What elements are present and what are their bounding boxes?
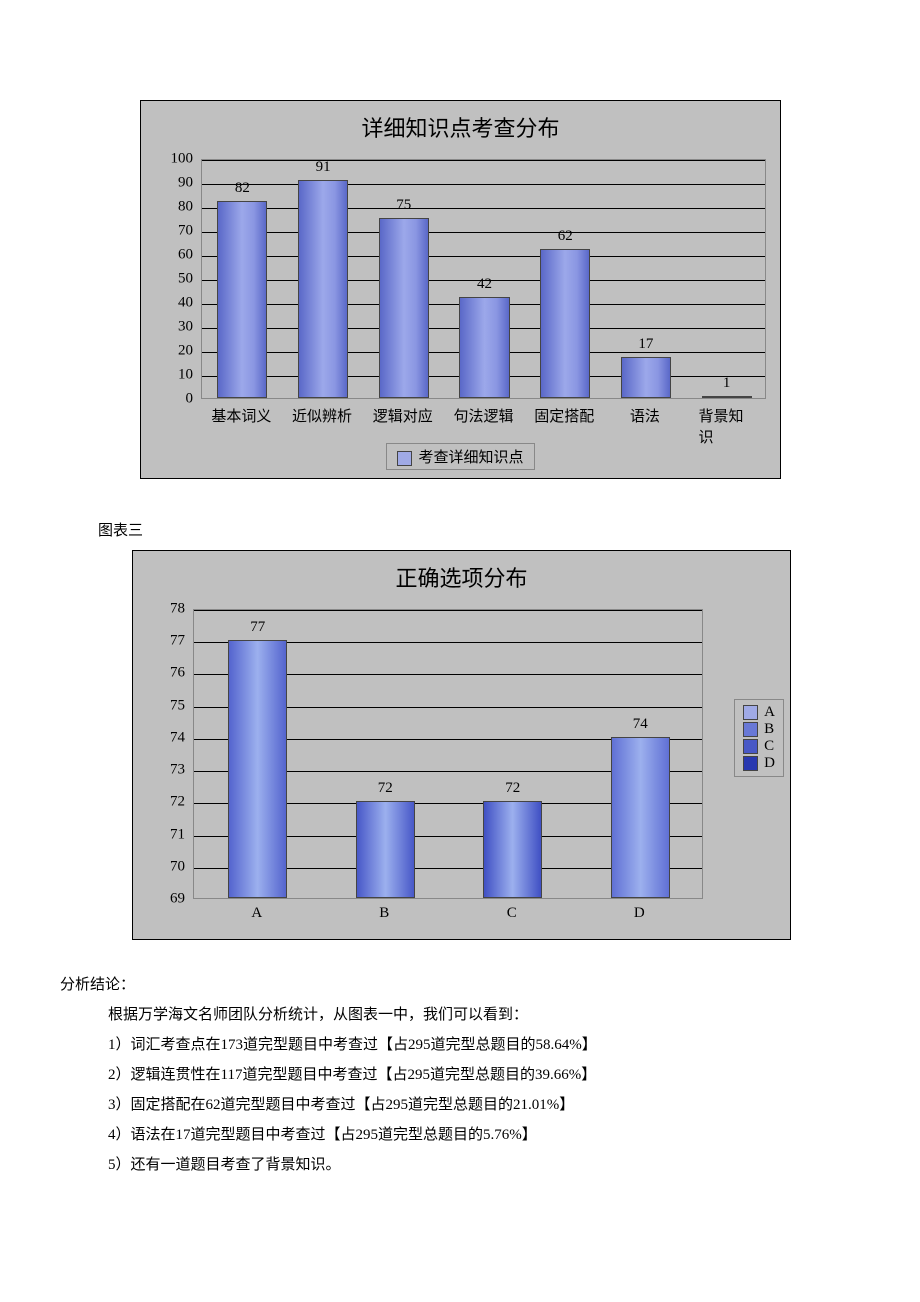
bar-value-label: 72 [505,780,520,797]
bar-value-label: 72 [378,780,393,797]
legend-item-label: D [764,755,775,771]
analysis-point: 2）逻辑连贯性在117道完型题目中考查过【占295道完型总题目的39.66%】 [108,1060,860,1090]
analysis-point: 4）语法在17道完型题目中考查过【占295道完型总题目的5.76%】 [108,1120,860,1150]
bar-value-label: 62 [558,228,573,245]
bar-value-label: 42 [477,276,492,293]
bar-value-label: 77 [250,619,265,636]
ytick: 50 [141,271,193,288]
ytick: 80 [141,199,193,216]
xtick: B [379,905,389,922]
legend-swatch [743,705,758,720]
legend-item: B [743,721,775,738]
ytick: 70 [141,223,193,240]
chart1-legend-box: 考查详细知识点 [386,443,534,470]
legend-item: C [743,738,775,755]
ytick: 76 [133,665,185,682]
ytick: 20 [141,343,193,360]
grid-line [202,256,765,257]
legend-item-label: A [764,704,775,720]
bar [228,640,287,898]
ytick: 30 [141,319,193,336]
xtick: C [507,905,517,922]
chart2-legend: ABCD [734,699,784,777]
ytick: 70 [133,858,185,875]
ytick: 74 [133,729,185,746]
analysis-point: 1）词汇考查点在173道完型题目中考查过【占295道完型总题目的58.64%】 [108,1030,860,1060]
analysis-intro: 根据万学海文名师团队分析统计，从图表一中，我们可以看到： [108,1000,860,1030]
ytick: 69 [133,891,185,908]
ytick: 73 [133,762,185,779]
bar [621,357,671,398]
chart1-legend: 考查详细知识点 [141,439,780,478]
xtick: 基本词义 [211,405,271,426]
analysis-heading: 分析结论： [60,970,860,1000]
bar [611,737,670,898]
grid-line [202,160,765,161]
xtick: 句法逻辑 [453,405,513,426]
chart2-title: 正确选项分布 [133,551,790,599]
bar [356,801,415,898]
legend-swatch [743,756,758,771]
ytick: 90 [141,175,193,192]
analysis-point: 5）还有一道题目考查了背景知识。 [108,1150,860,1180]
legend-item-label: B [764,721,774,737]
chart3-caption: 图表三 [98,519,860,540]
ytick: 78 [133,601,185,618]
bar-value-label: 1 [723,375,731,392]
bar [540,249,590,398]
bar-value-label: 74 [633,716,648,733]
chart1-legend-label: 考查详细知识点 [418,450,523,466]
xtick: 逻辑对应 [373,405,433,426]
ytick: 40 [141,295,193,312]
legend-swatch [743,722,758,737]
bar-value-label: 91 [316,159,331,176]
bar-value-label: 82 [235,180,250,197]
chart1-title: 详细知识点考查分布 [141,101,780,149]
ytick: 10 [141,367,193,384]
analysis-section: 分析结论： 根据万学海文名师团队分析统计，从图表一中，我们可以看到： 1）词汇考… [60,970,860,1180]
bar [379,218,429,398]
bar-value-label: 17 [638,336,653,353]
grid-line [194,610,702,611]
ytick: 100 [141,151,193,168]
chart2-plot: 69707172737475767778 77727274 ABCD ABCD [133,599,790,939]
grid-line [202,184,765,185]
chart2-plot-area: 77 72 72 74 [193,609,703,899]
grid-line [202,208,765,209]
ytick: 72 [133,794,185,811]
xtick: 近似辨析 [292,405,352,426]
grid-line [202,232,765,233]
bar [217,201,267,398]
analysis-point: 3）固定搭配在62道完型题目中考查过【占295道完型总题目的21.01%】 [108,1090,860,1120]
xtick: 语法 [630,405,660,426]
ytick: 60 [141,247,193,264]
xtick: A [251,905,262,922]
legend-item: D [743,755,775,772]
xtick: 固定搭配 [534,405,594,426]
bar [298,180,348,398]
chart1-plot: 0 10 20 30 40 50 60 70 80 90 100 82 91 75 42 62 17 1 基本词… [141,149,780,439]
bar-value-label: 75 [396,197,411,214]
ytick: 77 [133,633,185,650]
legend-swatch [743,739,758,754]
bar [459,297,509,398]
chart1-plot-area: 82 91 75 42 62 17 1 [201,159,766,399]
xtick: 背景知识 [698,405,752,447]
ytick: 71 [133,826,185,843]
chart2-card: 正确选项分布 69707172737475767778 77727274 ABC… [132,550,791,940]
legend-item: A [743,704,775,721]
chart1-card: 详细知识点考查分布 0 10 20 30 40 50 60 70 80 90 100 82 91 75 4… [140,100,781,479]
legend-item-label: C [764,738,774,754]
xtick: D [634,905,645,922]
ytick: 75 [133,697,185,714]
bar [702,396,752,398]
bar [483,801,542,898]
chart1-legend-swatch [397,451,412,466]
ytick: 0 [141,391,193,408]
